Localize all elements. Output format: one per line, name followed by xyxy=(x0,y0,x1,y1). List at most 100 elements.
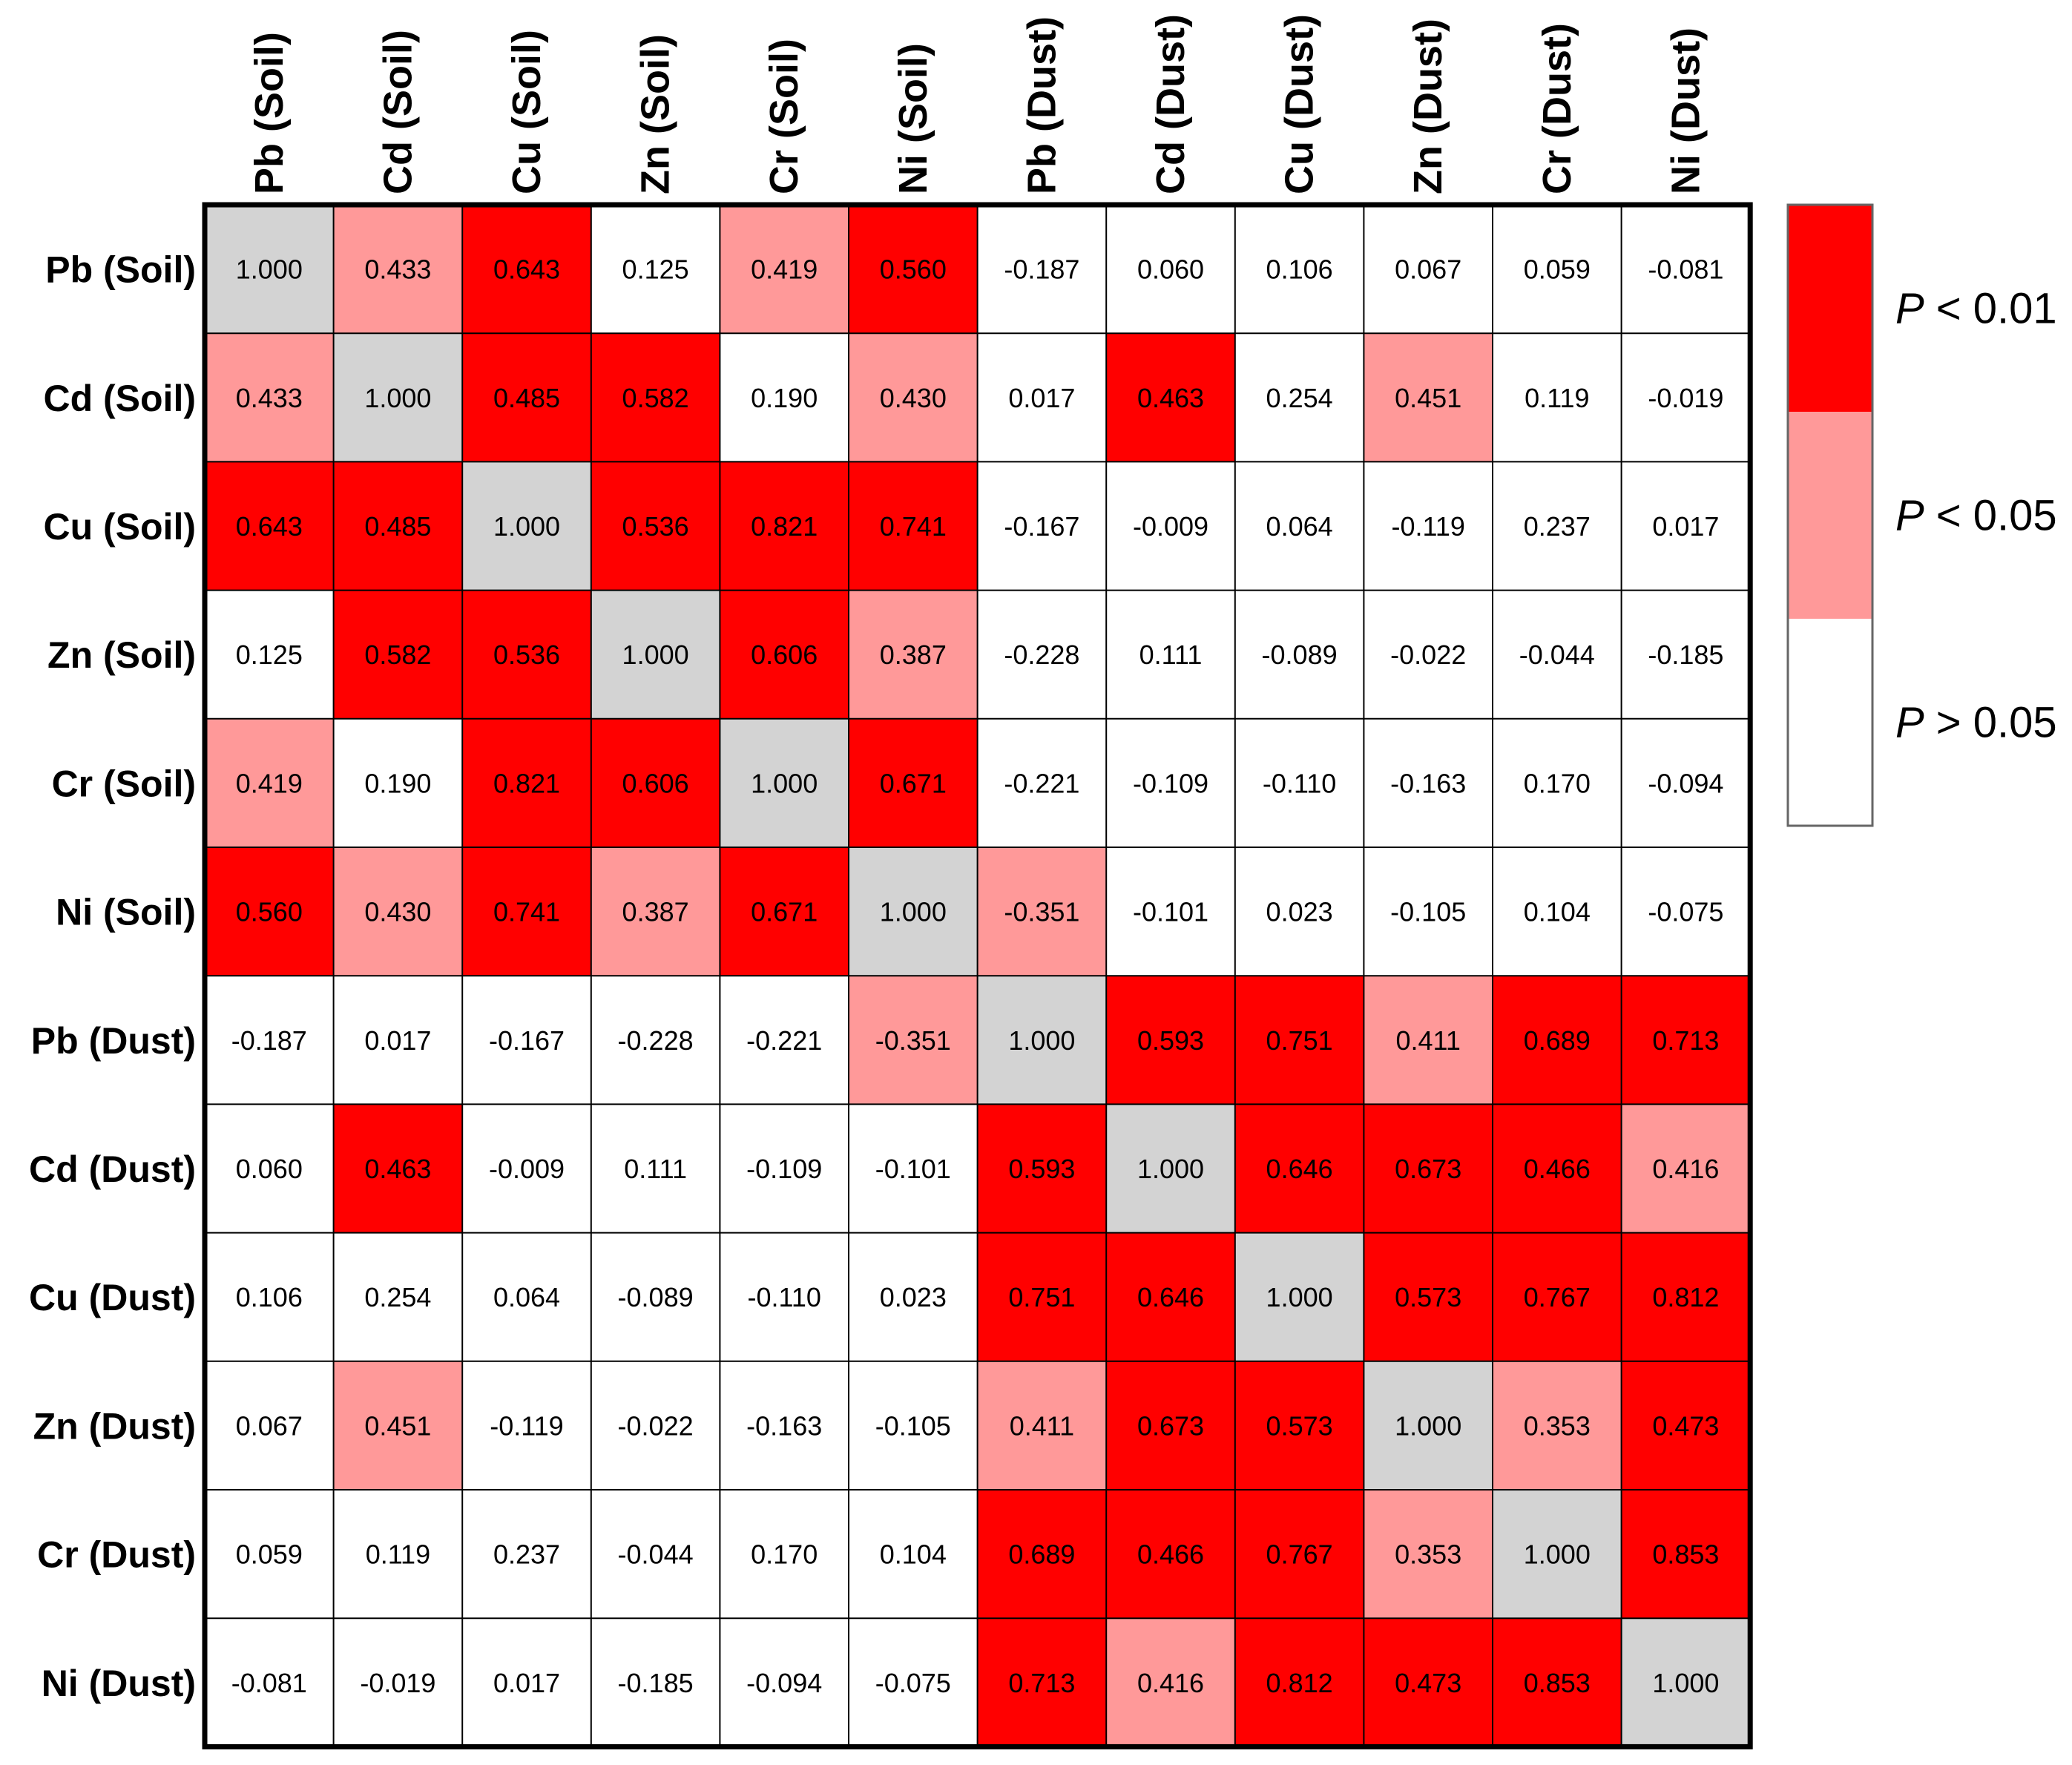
legend-label: P < 0.05 xyxy=(1895,492,2057,540)
heatmap-cell xyxy=(1493,590,1622,719)
heatmap-cell xyxy=(1621,1104,1751,1233)
cell-value: 0.606 xyxy=(751,640,818,670)
cell-value: -0.019 xyxy=(360,1668,435,1698)
heatmap-cell xyxy=(1493,1104,1622,1233)
heatmap-cell xyxy=(849,1618,978,1747)
heatmap-cell xyxy=(977,976,1107,1105)
heatmap-cell xyxy=(1364,590,1493,719)
heatmap-cell xyxy=(1106,590,1235,719)
cell-value: 0.170 xyxy=(1524,768,1591,798)
cell-value: 0.017 xyxy=(493,1668,560,1698)
cell-value: -0.105 xyxy=(1390,897,1466,927)
column-label: Ni (Dust) xyxy=(1663,27,1708,194)
heatmap-cell xyxy=(1234,718,1364,847)
heatmap-cell xyxy=(1364,1361,1493,1490)
heatmap-cell xyxy=(462,1232,591,1361)
cell-value: 0.106 xyxy=(236,1282,303,1312)
heatmap-cell xyxy=(1493,718,1622,847)
heatmap-cell xyxy=(462,718,591,847)
cell-value: -0.089 xyxy=(618,1282,694,1312)
cell-value: 0.419 xyxy=(751,254,818,285)
cell-value: -0.185 xyxy=(1648,640,1723,670)
cell-value: 0.473 xyxy=(1652,1410,1719,1441)
cell-value: -0.019 xyxy=(1648,383,1723,413)
heatmap-cell xyxy=(1234,333,1364,462)
cell-value: 0.451 xyxy=(1395,383,1461,413)
heatmap-cell xyxy=(462,1104,591,1233)
cell-value: 0.419 xyxy=(236,768,303,798)
cell-value: 0.751 xyxy=(1266,1025,1333,1056)
cell-value: -0.075 xyxy=(1648,897,1723,927)
heatmap-cell xyxy=(333,333,463,462)
heatmap-cell xyxy=(1106,718,1235,847)
heatmap-cell xyxy=(591,205,720,334)
cell-value: -0.009 xyxy=(489,1154,565,1184)
heatmap-cell xyxy=(1493,976,1622,1105)
cell-value: 0.017 xyxy=(1652,511,1719,542)
column-labels: Pb (Soil) Cd (Soil) Cu (Soil) Zn (Soil) Cr (… xyxy=(247,14,1708,194)
heatmap-cell xyxy=(1493,1232,1622,1361)
cell-value: -0.101 xyxy=(1133,897,1208,927)
heatmap-cell xyxy=(1493,205,1622,334)
cell-value: 0.573 xyxy=(1395,1282,1461,1312)
cell-value: 0.119 xyxy=(1525,383,1589,413)
cell-value: -0.109 xyxy=(746,1154,822,1184)
row-label: Ni (Dust) xyxy=(42,1663,196,1704)
column-label: Pb (Soil) xyxy=(247,32,292,194)
heatmap-cell xyxy=(720,1618,849,1747)
legend: P < 0.01P < 0.05P > 0.05 xyxy=(1786,203,2057,827)
heatmap-cell xyxy=(591,461,720,591)
cell-value: 0.387 xyxy=(880,640,947,670)
cell-value: 0.853 xyxy=(1524,1668,1591,1698)
cell-value: 0.111 xyxy=(1139,640,1203,670)
column-label: Zn (Soil) xyxy=(634,34,678,194)
heatmap-cell xyxy=(333,1618,463,1747)
cell-value: -0.094 xyxy=(746,1668,822,1698)
heatmap-cell xyxy=(462,847,591,976)
heatmap-cell xyxy=(1621,461,1751,591)
cell-value: 0.536 xyxy=(493,640,560,670)
row-label: Cu (Dust) xyxy=(29,1277,196,1318)
heatmap-cell xyxy=(1234,1618,1364,1747)
cell-value: 0.416 xyxy=(1652,1154,1719,1184)
cell-value: 0.104 xyxy=(880,1539,947,1570)
cell-value: -0.119 xyxy=(1391,511,1464,542)
heatmap-cell xyxy=(333,590,463,719)
cell-value: 0.237 xyxy=(493,1539,560,1570)
heatmap-cell xyxy=(333,976,463,1105)
heatmap-cell xyxy=(849,1361,978,1490)
heatmap-cell xyxy=(977,590,1107,719)
cell-value: 0.463 xyxy=(364,1154,431,1184)
cell-value: 0.466 xyxy=(1137,1539,1204,1570)
heatmap-cell xyxy=(333,847,463,976)
cell-value: 0.451 xyxy=(364,1410,431,1441)
heatmap-cell xyxy=(205,1361,334,1490)
row-label: Ni (Soil) xyxy=(56,892,196,933)
heatmap-cell xyxy=(333,461,463,591)
heatmap-cell xyxy=(720,1232,849,1361)
column-label: Cd (Soil) xyxy=(375,30,420,194)
heatmap-cell xyxy=(849,333,978,462)
heatmap-cell xyxy=(1364,1232,1493,1361)
cell-value: -0.109 xyxy=(1133,768,1208,798)
cell-value: 0.190 xyxy=(751,383,818,413)
heatmap-cell xyxy=(205,590,334,719)
cell-value: -0.081 xyxy=(1648,254,1723,285)
cell-value: 0.573 xyxy=(1266,1410,1333,1441)
cell-value: 0.060 xyxy=(236,1154,303,1184)
cell-value: -0.351 xyxy=(875,1025,951,1056)
cell-value: 0.353 xyxy=(1524,1410,1591,1441)
cell-value: 0.767 xyxy=(1524,1282,1591,1312)
cell-value: 0.606 xyxy=(622,768,689,798)
heatmap-cell xyxy=(849,1104,978,1233)
cell-value: 0.411 xyxy=(1010,1410,1074,1441)
legend-threshold: < 0.01 xyxy=(1924,285,2057,333)
cell-value: 0.387 xyxy=(622,897,689,927)
cell-value: 0.671 xyxy=(880,768,947,798)
cell-value: 0.254 xyxy=(1266,383,1333,413)
heatmap-cell xyxy=(977,718,1107,847)
heatmap-cell xyxy=(462,205,591,334)
cell-value: 0.741 xyxy=(880,511,947,542)
cell-value: 0.821 xyxy=(751,511,818,542)
heatmap-cell xyxy=(1364,847,1493,976)
